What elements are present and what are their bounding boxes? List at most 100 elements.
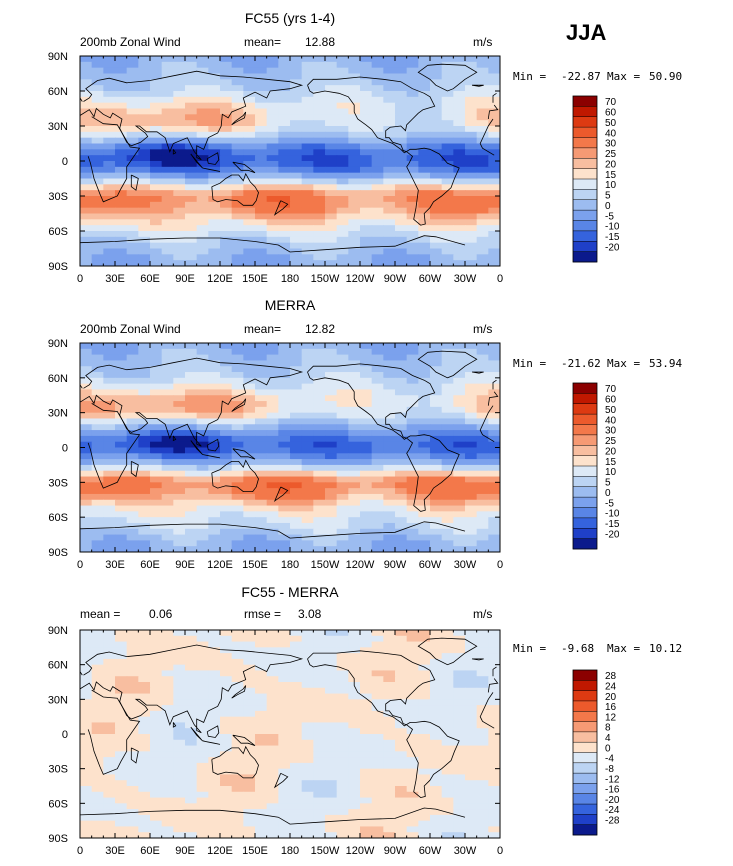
colorbar-swatch [573,434,597,446]
max-value: 50.90 [649,70,682,83]
coastline [273,772,289,789]
colorbar-swatch [573,711,597,722]
y-tick-label: 30N [48,408,68,420]
y-tick-label: 30S [48,191,68,203]
colorbar-label: 60 [605,108,617,119]
min-value: -22.87 [561,70,601,83]
colorbar-swatch [573,147,597,159]
mean-label: mean= [244,35,281,49]
variable-label: 200mb Zonal Wind [80,35,181,49]
coastline [206,152,220,165]
colorbar-label: -15 [605,232,620,243]
x-tick-label: 90W [384,273,407,285]
colorbar-swatch [573,528,597,539]
colorbar-label: -24 [605,805,620,816]
x-tick-label: 150W [311,559,340,571]
colorbar-label: 40 [605,128,617,139]
coastline [80,70,499,161]
colorbar-swatch [573,466,597,477]
colorbar-label: 10 [605,467,617,478]
y-tick-label: 30S [48,477,68,489]
colorbar-swatch [573,199,597,211]
colorbar-label: -20 [605,529,620,540]
coastlines [80,350,499,539]
coastline [211,172,259,206]
panel-title: FC55 - MERRA [241,584,339,600]
colorbar-label: 70 [605,384,617,395]
x-tick-label: 180 [281,559,299,571]
x-tick-label: 0 [497,273,503,285]
x-tick-label: 60W [419,273,442,285]
x-tick-label: 0 [77,845,83,857]
units-label: m/s [473,322,492,336]
panel-title: FC55 (yrs 1-4) [245,10,335,26]
max-label: Max = [607,357,640,370]
wind-field [80,343,500,552]
coastline [231,398,247,412]
colorbar-label: 4 [605,733,611,744]
colorbar-swatch [573,742,597,753]
x-tick-label: 120E [207,559,233,571]
x-tick-label: 120W [346,273,375,285]
y-tick-label: 30N [48,694,68,706]
colorbar-label: -28 [605,816,620,827]
x-tick-label: 30E [105,273,125,285]
x-tick-label: 30E [105,845,125,857]
coastline [232,448,256,460]
x-tick-label: 90E [175,559,195,571]
coastline [307,650,460,799]
colorbar-swatch [573,670,597,681]
colorbar-label: 5 [605,478,611,489]
map-area: 0 30E 60E 90E 120E 150E 180 150W 120W 90W 60W 30W 09… [48,51,503,285]
coastline [232,161,256,174]
colorbar-label: 50 [605,118,617,129]
colorbar-swatch [573,424,597,436]
x-tick-label: 120W [346,559,375,571]
colorbar-label: 10 [605,180,617,191]
max-value: 53.94 [649,357,682,370]
x-tick-label: 150E [242,559,268,571]
max-label: Max = [607,642,640,655]
x-tick-label: 180 [281,273,299,285]
colorbar-label: 5 [605,191,611,202]
colorbar-label: -5 [605,498,614,509]
colorbar-swatch [573,690,597,702]
x-tick-label: 0 [497,559,503,571]
colorbar-label: -15 [605,519,620,530]
colorbar-label: -4 [605,754,614,765]
variable-label: 200mb Zonal Wind [80,322,181,336]
x-tick-label: 0 [497,845,503,857]
colorbar-label: 8 [605,723,611,734]
x-tick-label: 90E [175,845,195,857]
colorbar-label: 20 [605,159,617,170]
colorbar-swatch [573,179,597,190]
colorbar-label: -8 [605,764,614,775]
colorbar-swatch [573,538,597,550]
colorbar-label: -12 [605,774,620,785]
mean-value: 12.82 [305,322,335,336]
x-tick-label: 30W [454,273,477,285]
mean-label: mean = [80,607,120,621]
colorbar-swatch [573,241,597,252]
colorbar-swatch [573,793,597,805]
panel-fc55: FC55 (yrs 1-4) 200mb Zonal Wind mean= 12… [48,10,682,285]
colorbar-label: 24 [605,682,617,693]
colorbar-swatch [573,507,597,519]
colorbar-swatch [573,393,597,405]
coastline [206,725,220,738]
max-value: 10.12 [649,642,682,655]
colorbar-label: 15 [605,170,617,181]
y-tick-label: 60N [48,86,68,98]
coastline [417,637,478,666]
colorbar-swatch [573,680,597,691]
wind-field [80,56,500,266]
coastline [231,685,247,699]
x-tick-label: 120E [207,273,233,285]
colorbar-label: 0 [605,201,611,212]
units-label: m/s [473,35,492,49]
x-tick-label: 90E [175,273,195,285]
colorbar-label: 20 [605,692,617,703]
mean-label: mean= [244,322,281,336]
coastline [190,153,203,169]
coastline [190,726,203,742]
